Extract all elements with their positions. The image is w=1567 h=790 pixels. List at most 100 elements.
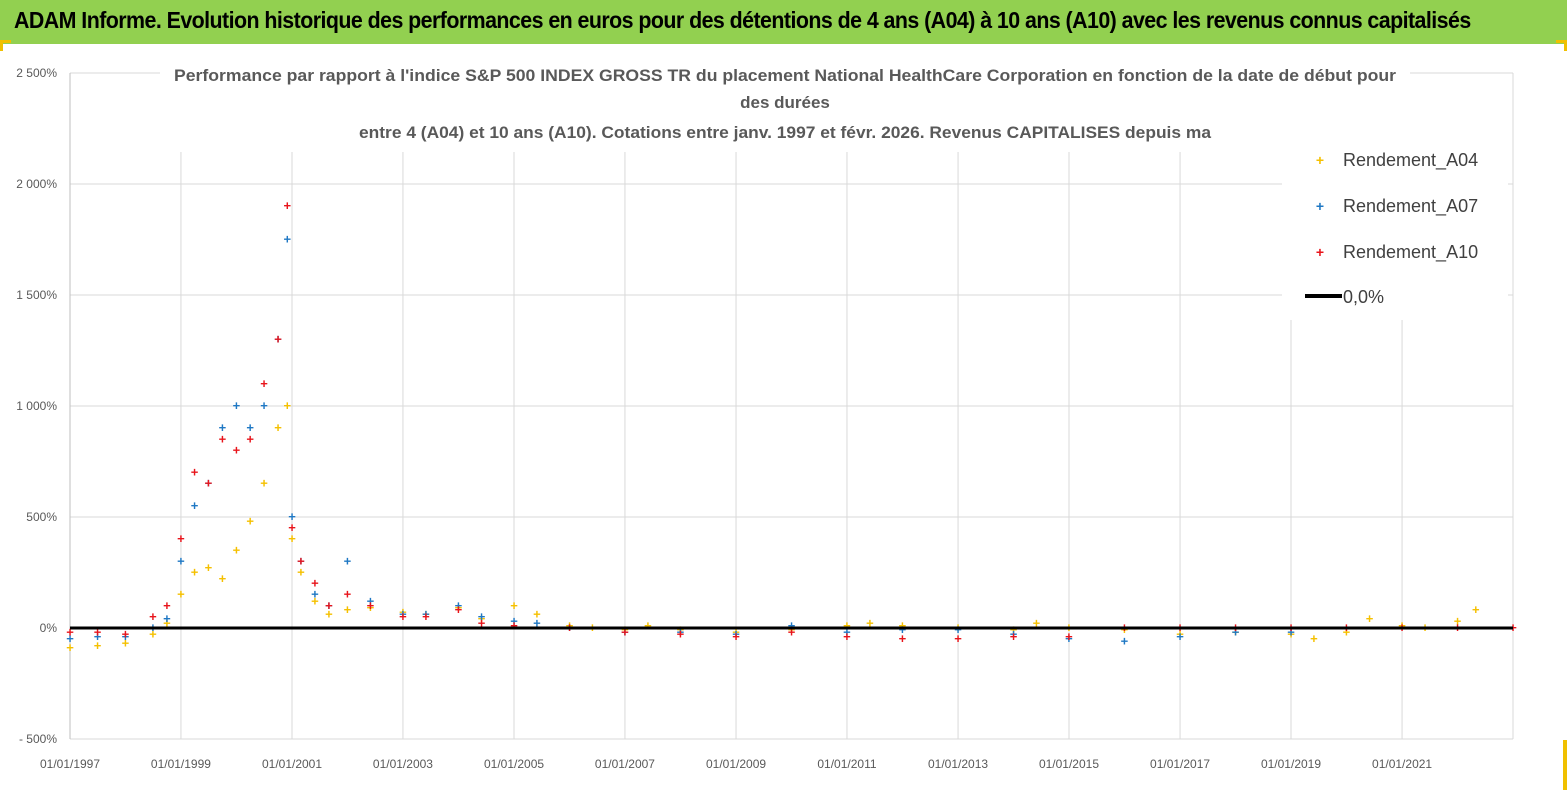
data-point: + xyxy=(677,624,685,639)
data-point: + xyxy=(274,331,282,346)
data-point: + xyxy=(191,565,199,580)
data-point: + xyxy=(644,618,652,633)
data-point: + xyxy=(478,611,486,626)
data-point: + xyxy=(399,609,407,624)
data-point: + xyxy=(1065,631,1073,646)
data-point: + xyxy=(311,593,319,608)
data-point: + xyxy=(66,640,74,655)
x-tick-label: 01/01/2013 xyxy=(928,757,988,771)
data-point: + xyxy=(233,542,241,557)
data-point: + xyxy=(866,616,874,631)
data-point: + xyxy=(219,571,227,586)
data-point: + xyxy=(1010,629,1018,644)
header-title: ADAM Informe. Evolution historique des p… xyxy=(14,7,1471,33)
data-point: + xyxy=(94,638,102,653)
x-tick-label: 01/01/2001 xyxy=(262,757,322,771)
data-point: + xyxy=(325,607,333,622)
data-point: + xyxy=(732,629,740,644)
data-point: + xyxy=(233,398,241,413)
data-point: + xyxy=(274,420,282,435)
data-point: + xyxy=(1343,624,1351,639)
data-point: + xyxy=(325,598,333,613)
data-point: + xyxy=(122,636,130,651)
x-tick-label: 01/01/2015 xyxy=(1039,757,1099,771)
legend-marker-a10: + xyxy=(1316,244,1324,260)
legend-label-zero: 0,0% xyxy=(1343,287,1384,307)
data-point: + xyxy=(367,598,375,613)
data-point: + xyxy=(288,531,296,546)
data-point: + xyxy=(177,587,185,602)
data-point: + xyxy=(177,531,185,546)
data-point: + xyxy=(455,598,463,613)
data-point: + xyxy=(163,611,171,626)
legend-marker-a07: + xyxy=(1316,198,1324,214)
data-point: + xyxy=(399,604,407,619)
chart-title-line-2: des durées xyxy=(740,93,830,112)
y-axis-ticks: - 500% 0% 500% 1 000% 1 500% 2 000% 2 500% xyxy=(16,66,57,746)
y-tick-label: 1 500% xyxy=(16,288,57,302)
data-point: + xyxy=(621,624,629,639)
data-point: + xyxy=(288,509,296,524)
data-point: + xyxy=(284,398,292,413)
data-point: + xyxy=(274,331,282,346)
data-point: + xyxy=(260,398,268,413)
data-point: + xyxy=(510,613,518,628)
data-point: + xyxy=(284,198,292,213)
data-point: + xyxy=(621,624,629,639)
data-point: + xyxy=(566,618,574,633)
x-tick-label: 01/01/2021 xyxy=(1372,757,1432,771)
chart-title-line-3: entre 4 (A04) et 10 ans (A10). Cotations… xyxy=(359,123,1212,142)
data-point: + xyxy=(1010,627,1018,642)
y-tick-label: - 500% xyxy=(19,732,57,746)
x-tick-label: 01/01/2009 xyxy=(706,757,766,771)
chart-title-box: Performance par rapport à l'indice S&P 5… xyxy=(160,58,1410,152)
chart-title-line-1: Performance par rapport à l'indice S&P 5… xyxy=(174,66,1396,85)
performance-scatter-chart: - 500% 0% 500% 1 000% 1 500% 2 000% 2 500% 01/… xyxy=(16,58,1517,771)
data-point: + xyxy=(1454,613,1462,628)
legend-label-a07: Rendement_A07 xyxy=(1343,196,1478,217)
data-point: + xyxy=(677,627,685,642)
data-point: + xyxy=(163,616,171,631)
data-point: + xyxy=(344,587,352,602)
data-point: + xyxy=(94,624,102,639)
data-point: + xyxy=(843,624,851,639)
data-point: + xyxy=(677,622,685,637)
data-point: + xyxy=(260,376,268,391)
data-point: + xyxy=(422,607,430,622)
data-point: + xyxy=(788,618,796,633)
data-point: + xyxy=(205,476,213,491)
series-rendement_a10: ++++++++++++++++++++++++++++++++++++++++… xyxy=(66,198,1517,646)
y-tick-label: 500% xyxy=(26,510,57,524)
data-point: + xyxy=(399,607,407,622)
corner-mark-top-right xyxy=(1556,40,1567,51)
data-point: + xyxy=(246,513,254,528)
data-point: + xyxy=(455,600,463,615)
data-point: + xyxy=(422,609,430,624)
legend-item-a10: + Rendement_A10 xyxy=(1316,242,1478,263)
data-point: + xyxy=(1010,622,1018,637)
data-point: + xyxy=(122,627,130,642)
data-point: + xyxy=(149,627,157,642)
data-point: + xyxy=(1366,611,1374,626)
data-point: + xyxy=(149,609,157,624)
data-point: + xyxy=(788,624,796,639)
data-point: + xyxy=(94,629,102,644)
data-point: + xyxy=(122,629,130,644)
data-point: + xyxy=(1176,629,1184,644)
data-point: + xyxy=(177,553,185,568)
corner-mark-top-left xyxy=(0,40,11,51)
y-tick-label: 1 000% xyxy=(16,399,57,413)
data-point: + xyxy=(297,553,305,568)
data-point: + xyxy=(1232,624,1240,639)
y-tick-label: 2 500% xyxy=(16,66,57,80)
data-point: + xyxy=(1065,629,1073,644)
data-point: + xyxy=(219,431,227,446)
data-point: + xyxy=(510,598,518,613)
data-point: + xyxy=(1232,624,1240,639)
data-point: + xyxy=(344,602,352,617)
data-point: + xyxy=(954,631,962,646)
x-tick-label: 01/01/2019 xyxy=(1261,757,1321,771)
data-point: + xyxy=(246,431,254,446)
x-tick-label: 01/01/2005 xyxy=(484,757,544,771)
